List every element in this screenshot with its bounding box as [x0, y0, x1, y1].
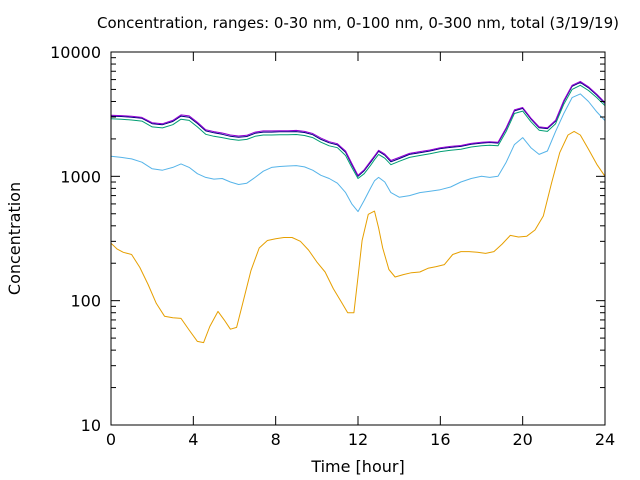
chart-title: Concentration, ranges: 0-30 nm, 0-100 nm…	[97, 14, 619, 32]
x-axis-label: Time [hour]	[310, 457, 404, 476]
y-tick-label: 10000	[50, 43, 101, 62]
x-tick-label: 8	[271, 430, 281, 449]
x-tick-label: 4	[188, 430, 198, 449]
x-tick-label: 0	[106, 430, 116, 449]
x-tick-label: 24	[595, 430, 615, 449]
y-tick-label: 10	[81, 416, 101, 435]
x-tick-label: 12	[348, 430, 368, 449]
y-tick-label: 100	[70, 292, 101, 311]
series-line-2	[110, 93, 606, 213]
series-line-1	[110, 130, 606, 344]
y-tick-label: 1000	[60, 167, 101, 186]
plot-frame	[110, 51, 606, 426]
x-tick-label: 20	[512, 430, 532, 449]
series-line-3	[110, 84, 606, 179]
series-layer	[110, 80, 606, 344]
series-line-5	[110, 80, 606, 176]
x-tick-label: 16	[430, 430, 450, 449]
y-axis-label: Concentration	[5, 182, 24, 295]
ticks-layer: 0 4 8 12 16 20 24 10 100 1000 10000	[50, 43, 615, 449]
series-line-4	[110, 81, 606, 177]
